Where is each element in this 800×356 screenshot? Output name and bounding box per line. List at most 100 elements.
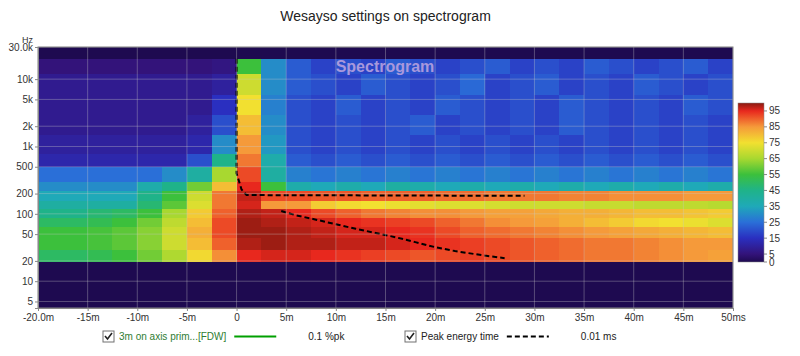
heatmap-cell <box>683 167 708 183</box>
heatmap-cell <box>336 226 361 237</box>
y-tick-label: 1k <box>22 141 34 152</box>
legend-checkmark <box>407 333 414 339</box>
heatmap-cell <box>261 191 286 201</box>
heatmap-cell <box>311 237 336 249</box>
x-tick-mark <box>386 308 387 311</box>
heatmap-cell <box>237 59 262 75</box>
heatmap-cell <box>112 209 137 218</box>
heatmap-cell <box>609 182 634 192</box>
heatmap-cell <box>559 226 584 237</box>
heatmap-cell <box>63 74 88 95</box>
heatmap-cell <box>311 153 336 167</box>
heatmap-cell <box>286 59 311 75</box>
heatmap-cell <box>659 237 684 249</box>
heatmap-cell <box>534 226 559 237</box>
grid-line-y <box>38 301 733 302</box>
heatmap-cell <box>63 226 88 237</box>
y-tick-mark <box>35 301 38 302</box>
grid-line-x <box>335 47 336 308</box>
heatmap-cell <box>261 153 286 167</box>
heatmap-cell <box>286 167 311 183</box>
heatmap-cell <box>659 167 684 183</box>
heatmap-cell <box>112 182 137 192</box>
heatmap-cell <box>435 59 460 75</box>
heatmap-cell <box>162 135 187 154</box>
legend-checkbox[interactable] <box>103 331 114 342</box>
heatmap-cell <box>460 114 485 135</box>
heatmap-cell <box>609 94 634 115</box>
heatmap-cell <box>212 209 237 218</box>
x-tick: 40m <box>624 308 643 323</box>
heatmap-cell <box>485 114 510 135</box>
heatmap-cell <box>584 200 609 209</box>
heatmap-cell <box>609 237 634 249</box>
x-tick-label: 10m <box>327 312 346 323</box>
grid-line-y <box>38 126 733 127</box>
heatmap-cell <box>237 226 262 237</box>
heatmap-cell <box>361 226 386 237</box>
heatmap-cell <box>510 74 535 95</box>
grid-line-y <box>38 79 733 80</box>
heatmap-cell <box>237 209 262 218</box>
heatmap-cell <box>683 74 708 95</box>
grid-line-y <box>38 146 733 147</box>
heatmap-cell <box>336 153 361 167</box>
heatmap-cell <box>137 167 162 183</box>
heatmap-cell <box>559 249 584 261</box>
y-tick-label: 10 <box>22 276 34 287</box>
x-tick: -15m <box>77 308 100 323</box>
heatmap-cell <box>212 226 237 237</box>
heatmap-cell <box>63 153 88 167</box>
heatmap-cell <box>187 237 212 249</box>
heatmap-cell <box>609 209 634 218</box>
heatmap-cell <box>534 182 559 192</box>
heatmap-cell <box>634 167 659 183</box>
heatmap-cell <box>634 191 659 201</box>
heatmap-cell <box>435 114 460 135</box>
colorbar-tick-label: 35 <box>769 201 781 212</box>
heatmap-cell <box>261 59 286 75</box>
heatmap-cell <box>460 226 485 237</box>
heatmap-cell <box>485 200 510 209</box>
heatmap-cell <box>510 237 535 249</box>
y-tick-label: 20 <box>22 256 34 267</box>
heatmap-cell <box>683 135 708 154</box>
heatmap-cell <box>38 59 63 75</box>
x-tick: -10m <box>126 308 149 323</box>
heatmap-cell <box>311 249 336 261</box>
heatmap-cell <box>386 153 411 167</box>
heatmap-cell <box>361 167 386 183</box>
x-tick: 50ms <box>721 308 745 323</box>
heatmap-cell <box>386 226 411 237</box>
heatmap-cell <box>237 200 262 209</box>
heatmap-cell <box>410 74 435 95</box>
colorbar-tick <box>764 206 767 207</box>
heatmap-cell <box>584 167 609 183</box>
legend-checkbox[interactable] <box>405 331 416 342</box>
heatmap-cell <box>609 249 634 261</box>
heatmap-cell <box>38 167 63 183</box>
heatmap-cell <box>634 200 659 209</box>
y-tick-label: 10k <box>17 74 34 85</box>
heatmap-cell <box>683 200 708 209</box>
heatmap-cell <box>261 249 286 261</box>
grid-line-x <box>435 47 436 308</box>
heatmap-cell <box>261 209 286 218</box>
heatmap-cell <box>460 167 485 183</box>
legend: 3m on axis prim...[FDW]0.1 %pkPeak energ… <box>103 331 616 342</box>
heatmap-cell <box>237 191 262 201</box>
heatmap-cell <box>88 226 113 237</box>
heatmap-cell <box>435 167 460 183</box>
heatmap-cell <box>609 200 634 209</box>
heatmap-cell <box>311 182 336 192</box>
heatmap-cell <box>386 249 411 261</box>
heatmap-cell <box>237 153 262 167</box>
heatmap-cell <box>212 191 237 201</box>
heatmap-cell <box>386 182 411 192</box>
y-tick: 1k <box>22 141 38 152</box>
colorbar-tick-label: 95 <box>769 105 781 116</box>
heatmap-cell <box>237 249 262 261</box>
heatmap-cell <box>386 167 411 183</box>
heatmap-cell <box>634 237 659 249</box>
heatmap-cell <box>88 59 113 75</box>
